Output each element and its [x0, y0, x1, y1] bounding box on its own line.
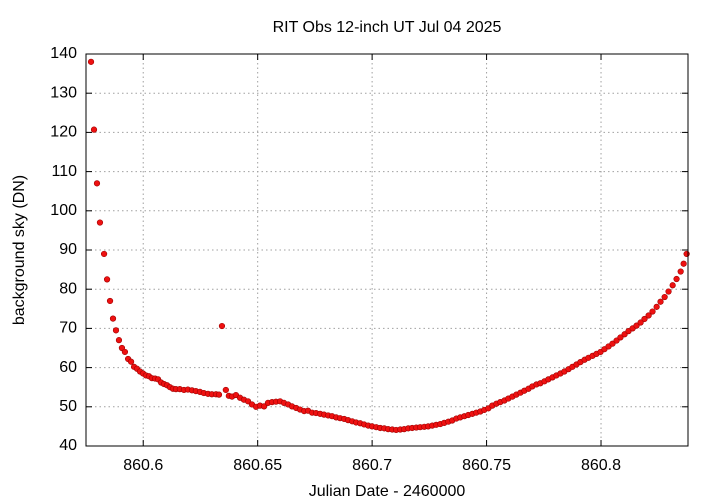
- x-tick-label: 860.8: [581, 457, 621, 474]
- point: [96, 219, 104, 226]
- x-tick-label: 860.7: [352, 457, 392, 474]
- point: [657, 298, 664, 305]
- y-tick-label: 90: [59, 241, 77, 258]
- y-tick-label: 140: [50, 45, 77, 62]
- y-tick-label: 80: [59, 280, 77, 297]
- point: [93, 180, 101, 187]
- point: [222, 386, 229, 394]
- point: [677, 268, 684, 275]
- point: [665, 288, 672, 295]
- y-tick-label: 60: [59, 359, 77, 376]
- y-tick-label: 120: [50, 124, 77, 141]
- point: [115, 337, 123, 344]
- y-axis-label: background sky (DN): [11, 175, 28, 325]
- point: [637, 319, 644, 326]
- point: [87, 58, 95, 65]
- y-tick-label: 70: [59, 320, 77, 337]
- point: [609, 340, 616, 347]
- x-tick-label: 860.75: [462, 457, 511, 474]
- point: [106, 297, 114, 305]
- point: [645, 312, 652, 319]
- chart-title: RIT Obs 12-inch UT Jul 04 2025: [273, 19, 502, 36]
- y-tick-label: 50: [59, 398, 77, 415]
- point: [218, 322, 226, 330]
- point: [673, 275, 680, 283]
- x-axis-label: Julian Date - 2460000: [309, 483, 466, 500]
- grid: [86, 54, 688, 446]
- point: [649, 308, 656, 315]
- point: [641, 315, 648, 323]
- point: [669, 282, 676, 289]
- point: [100, 250, 108, 258]
- point: [661, 293, 668, 301]
- y-tick-label: 40: [59, 437, 77, 454]
- point: [683, 250, 690, 258]
- point: [633, 322, 640, 329]
- point: [260, 403, 268, 410]
- point: [90, 126, 98, 133]
- x-tick-label: 860.6: [123, 457, 163, 474]
- point: [653, 303, 660, 310]
- y-tick-label: 100: [50, 202, 77, 219]
- point: [103, 276, 111, 283]
- point: [121, 348, 129, 356]
- y-tick-label: 110: [51, 163, 77, 180]
- point: [112, 327, 120, 334]
- y-tick-label: 130: [50, 84, 77, 101]
- point: [215, 391, 223, 398]
- point: [109, 315, 117, 322]
- point: [680, 260, 687, 267]
- point: [127, 358, 135, 365]
- point: [617, 334, 624, 341]
- points: [87, 58, 690, 434]
- x-tick-label: 860.65: [233, 457, 282, 474]
